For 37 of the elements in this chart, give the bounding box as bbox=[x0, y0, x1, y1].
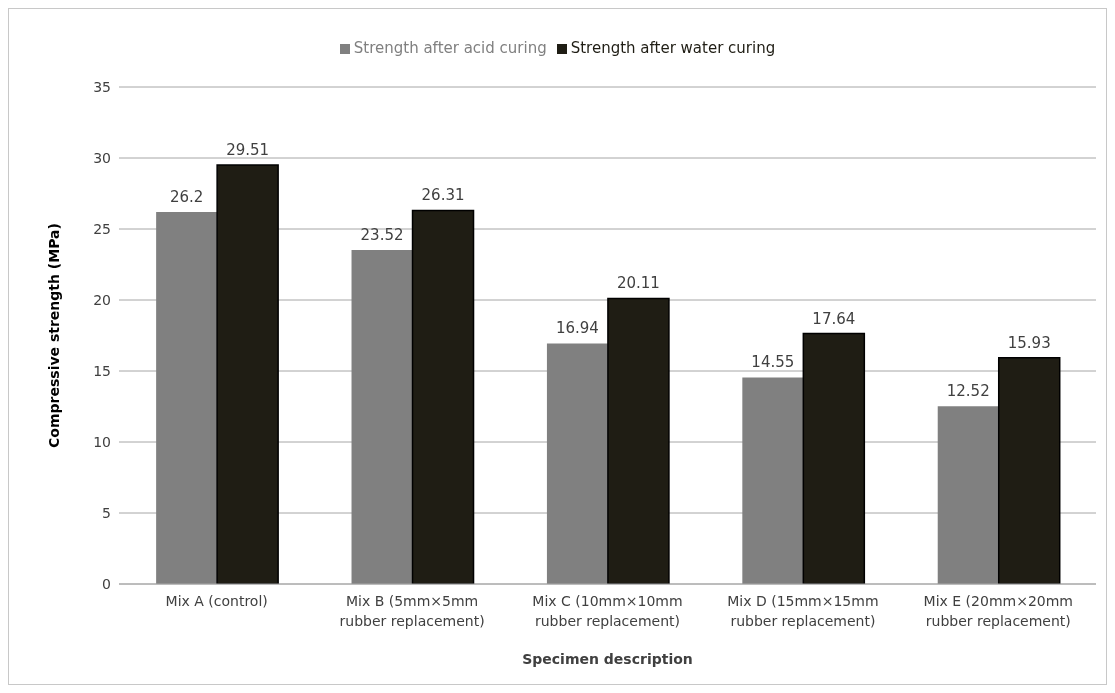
data-label: 17.64 bbox=[812, 309, 856, 328]
data-label: 14.55 bbox=[751, 353, 795, 372]
x-tick-label: Mix D (15mm×15mm rubber replacement) bbox=[727, 593, 879, 629]
x-axis-title: Specimen description bbox=[522, 651, 693, 667]
bar bbox=[546, 343, 608, 584]
data-label: 15.93 bbox=[1007, 333, 1051, 352]
bar bbox=[351, 250, 413, 584]
data-label: 20.11 bbox=[616, 274, 660, 293]
bar bbox=[937, 406, 999, 584]
data-label: 16.94 bbox=[555, 319, 599, 338]
bar bbox=[997, 357, 1061, 584]
y-tick-label: 35 bbox=[93, 78, 111, 95]
y-tick-label: 5 bbox=[102, 504, 111, 521]
y-tick-label: 25 bbox=[93, 220, 111, 237]
y-tick-label: 20 bbox=[93, 291, 111, 308]
bar bbox=[216, 164, 279, 584]
bar bbox=[742, 377, 804, 584]
legend-label: Strength after water curing bbox=[570, 39, 776, 57]
bar bbox=[607, 297, 670, 584]
x-tick-label: Mix E (20mm×20mm rubber replacement) bbox=[923, 593, 1073, 629]
bar bbox=[156, 211, 218, 584]
y-tick-label: 0 bbox=[102, 575, 111, 592]
data-label: 26.31 bbox=[421, 186, 465, 205]
bar bbox=[802, 332, 866, 584]
x-tick-label: Mix A (control) bbox=[165, 593, 268, 609]
y-tick-label: 30 bbox=[93, 149, 111, 166]
data-label: 12.52 bbox=[946, 382, 990, 401]
data-label: 26.2 bbox=[169, 187, 204, 206]
data-label: 29.51 bbox=[226, 140, 270, 159]
x-tick-label: Mix B (5mm×5mm rubber replacement) bbox=[339, 593, 485, 629]
y-tick-label: 15 bbox=[93, 362, 111, 379]
bar bbox=[411, 209, 475, 584]
y-tick-label: 10 bbox=[93, 433, 111, 450]
legend-label: Strength after acid curing bbox=[353, 39, 547, 57]
data-label: 23.52 bbox=[360, 226, 404, 245]
x-tick-label: Mix C (10mm×10mm rubber replacement) bbox=[532, 593, 683, 629]
y-axis-title: Compressive strength (MPa) bbox=[45, 223, 62, 448]
